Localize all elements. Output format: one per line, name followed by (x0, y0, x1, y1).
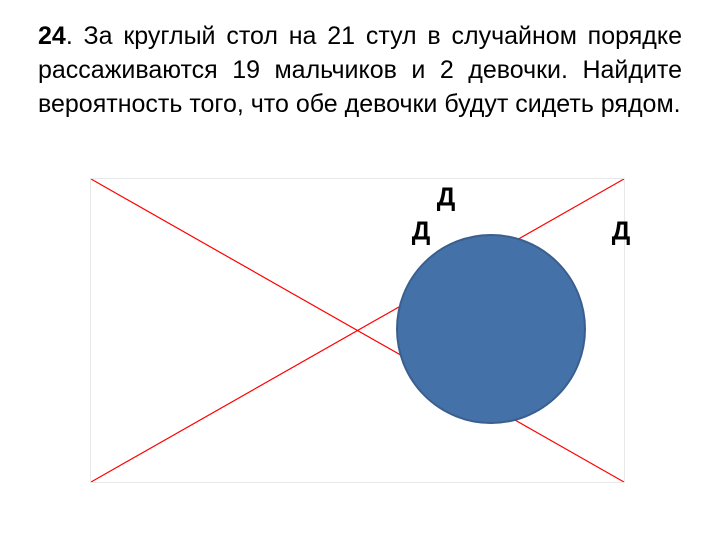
problem-text: 24. За круглый стол на 21 стул в случайн… (38, 20, 682, 121)
label-d-left: Д (412, 216, 431, 247)
label-d-top: Д (437, 182, 456, 213)
problem-body: . За круглый стол на 21 стул в случайном… (38, 22, 682, 118)
page: 24. За круглый стол на 21 стул в случайн… (0, 0, 720, 540)
table-circle (396, 234, 586, 424)
diagram-box: Д Д Д (90, 178, 625, 483)
problem-number: 24 (38, 22, 66, 50)
label-d-right: Д (612, 216, 631, 247)
